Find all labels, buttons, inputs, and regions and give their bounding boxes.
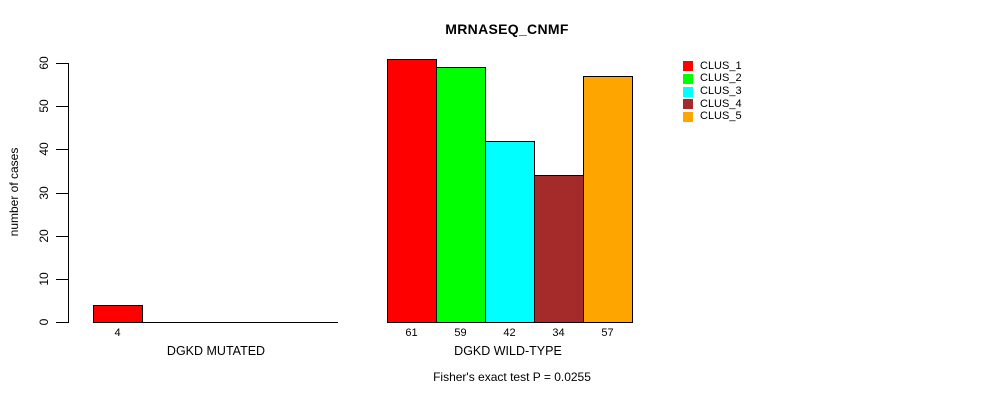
y-tick-mark [56,278,68,280]
y-tick-label: 10 [37,272,51,286]
legend-label: CLUS_2 [700,72,742,85]
y-tick-mark [56,106,68,108]
y-tick-label: 50 [37,99,51,113]
y-tick-label: 30 [37,185,51,200]
bar-clus_4-wild-type [534,175,584,323]
y-tick-mark [56,63,68,64]
legend-swatch-clus_2 [683,73,693,84]
bar-value-label: 59 [454,327,467,339]
bar-clus_5-wild-type [583,75,633,323]
bar-clus_3-wild-type [485,140,535,323]
legend-label: CLUS_5 [700,110,742,123]
group-label-dgkd-mutated: DGKD MUTATED [166,344,266,358]
legend-item-clus_2: CLUS_2 [683,73,742,86]
legend-item-clus_3: CLUS_3 [683,85,742,98]
legend-swatch-clus_3 [683,86,693,97]
x-axis-baseline [93,322,338,323]
y-tick-label: 0 [37,318,51,326]
fisher-test-annotation: Fisher's exact test P = 0.0255 [433,370,591,384]
legend-swatch-clus_1 [683,61,693,72]
y-tick-label: 40 [37,142,51,157]
chart-title: MRNASEQ_CNMF [445,21,569,37]
y-tick-label: 20 [37,228,51,243]
legend-label: CLUS_3 [700,85,742,98]
legend-item-clus_5: CLUS_5 [683,111,742,124]
bar-value-label: 4 [114,327,121,339]
legend-item-clus_1: CLUS_1 [683,60,742,73]
bar-value-label: 57 [601,327,614,339]
legend-label: CLUS_4 [700,97,742,110]
y-tick-mark [56,149,68,151]
y-tick-mark [56,235,68,237]
group-label-dgkd-wild-type: DGKD WILD-TYPE [454,344,562,358]
y-axis-label: number of cases [7,147,21,237]
bar-clus_2-wild-type [436,67,486,323]
legend-item-clus_4: CLUS_4 [683,98,742,111]
y-tick-label: 60 [37,56,51,70]
y-tick-mark [56,322,68,323]
bar-clus_1-wild-type [387,58,437,323]
legend-swatch-clus_5 [683,111,693,122]
bar-value-label: 61 [405,327,418,339]
y-tick-mark [56,192,68,194]
legend-swatch-clus_4 [683,99,693,110]
bar-value-label: 34 [552,327,565,339]
legend: CLUS_1 CLUS_2 CLUS_3 CLUS_4 CLUS_5 [683,60,742,123]
bar-value-label: 42 [503,327,516,339]
legend-label: CLUS_1 [700,59,742,72]
bar-clus_1-mutated [93,304,143,323]
y-axis-line [68,63,69,323]
